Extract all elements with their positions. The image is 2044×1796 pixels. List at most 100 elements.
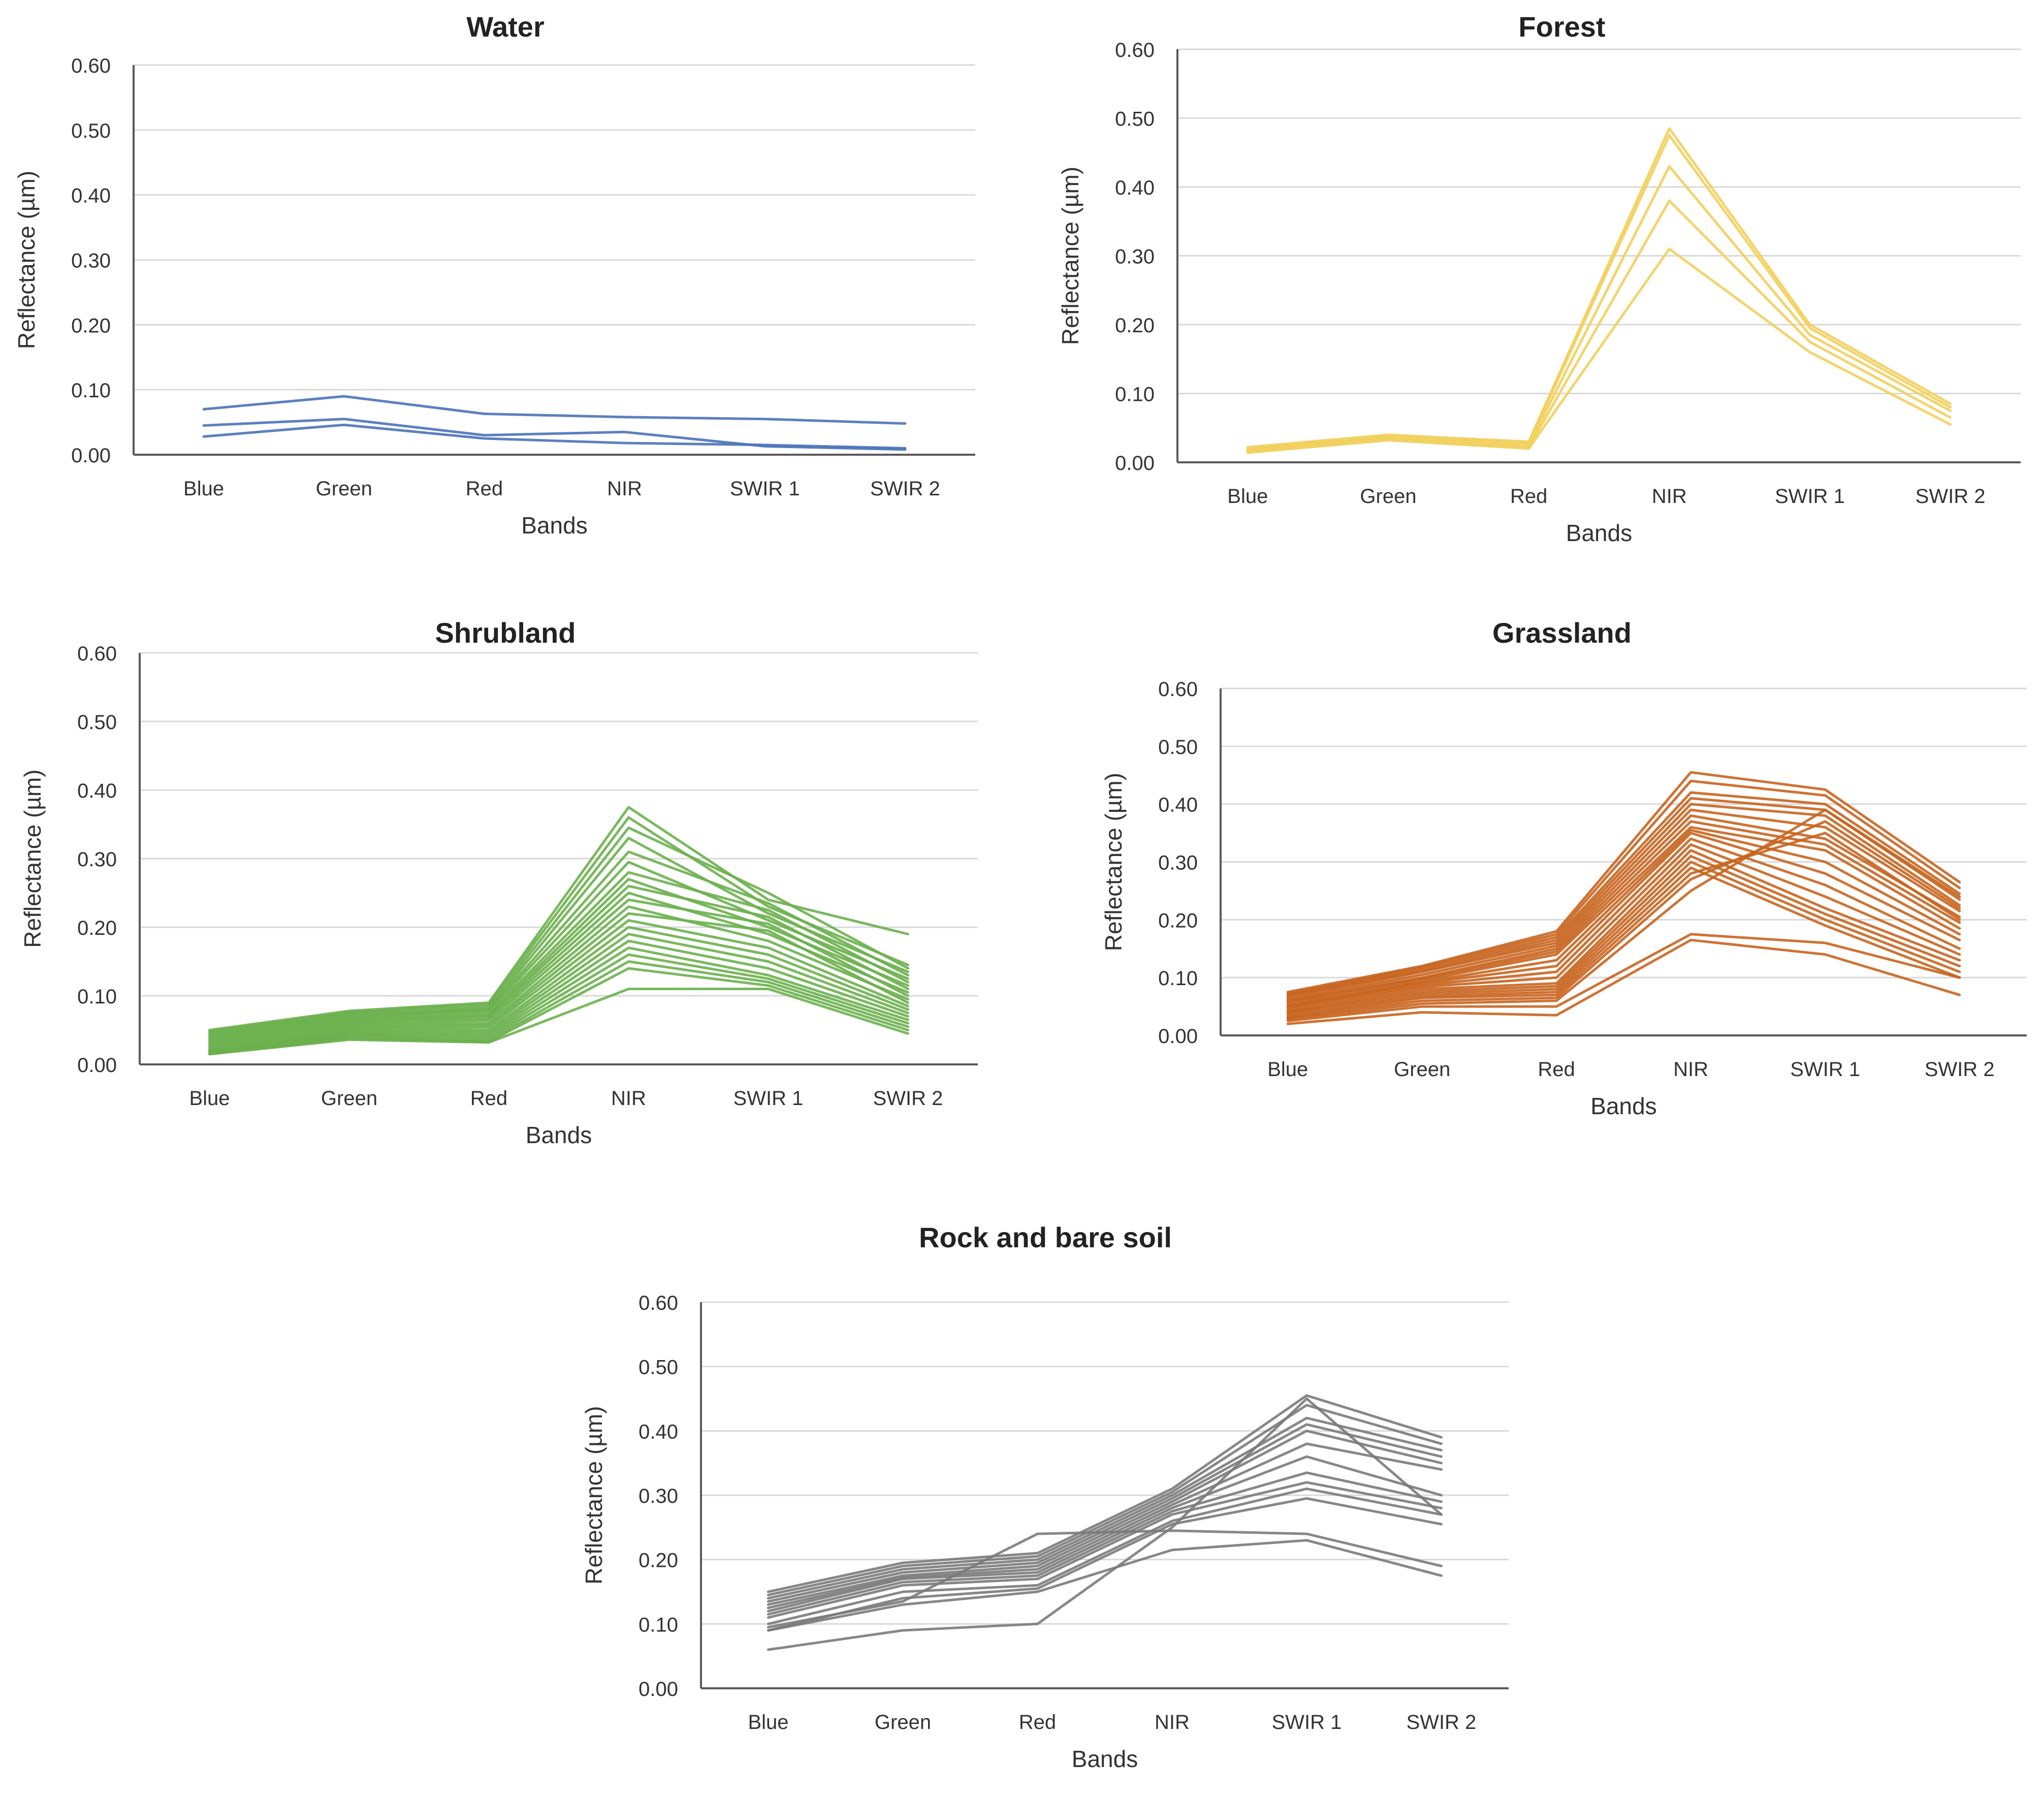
chart-4: Grassland 0.00 0.10 0.20 0.30 0.40 0.50 0.60 Blu…	[1100, 617, 2027, 1119]
series-line	[1286, 938, 1961, 1025]
series-line	[767, 1423, 1443, 1603]
y-tick-label: 0.40	[1115, 177, 1155, 199]
y-tick-label: 0.20	[638, 1550, 678, 1572]
y-tick-label: 0.20	[1115, 314, 1155, 337]
y-tick-label: 0.10	[1158, 967, 1198, 990]
series-line	[1286, 803, 1961, 999]
series-line	[1286, 832, 1961, 1019]
series-line	[1286, 843, 1961, 1011]
y-tick-label: 0.10	[1115, 384, 1155, 406]
series-line	[1286, 855, 1961, 1014]
y-tick-label: 0.60	[1158, 678, 1198, 701]
series-line	[208, 885, 909, 1043]
series-line	[1286, 820, 1961, 1003]
series-line	[208, 850, 909, 1037]
x-tick-label: NIR	[611, 1087, 646, 1110]
y-tick-label: 0.60	[1115, 39, 1155, 61]
x-tick-label: SWIR 2	[1925, 1058, 1995, 1081]
y-tick-label: 0.60	[71, 55, 111, 77]
series-line	[767, 1455, 1443, 1613]
series-line	[767, 1416, 1443, 1600]
x-tick-label: Red	[1019, 1711, 1056, 1734]
y-tick-label: 0.30	[638, 1485, 678, 1507]
y-tick-label: 0.10	[71, 380, 111, 402]
series-line	[1246, 199, 1952, 453]
x-axis-label: Bands	[526, 1122, 592, 1148]
x-tick-label: SWIR 2	[870, 478, 940, 500]
series-line	[1286, 933, 1961, 1022]
x-tick-label: Blue	[183, 478, 224, 500]
x-tick-label: SWIR 1	[1272, 1711, 1342, 1734]
x-axis-label: Bands	[1566, 520, 1632, 546]
chart-title: Grassland	[1492, 617, 1632, 649]
y-tick-label: 0.10	[638, 1614, 678, 1636]
x-tick-label: Green	[316, 478, 372, 500]
chart-2: Forest 0.00 0.10 0.20 0.30 0.40 0.50 0.60 Blue Gr…	[1057, 11, 2021, 546]
y-tick-label: 0.50	[1158, 736, 1198, 759]
y-tick-label: 0.00	[77, 1054, 117, 1077]
series-line	[1286, 808, 1961, 1001]
series-line	[1286, 861, 1961, 1015]
y-tick-label: 0.60	[77, 643, 117, 665]
series-line	[208, 898, 909, 1045]
y-tick-label: 0.60	[638, 1292, 678, 1314]
series-line	[208, 826, 909, 1034]
y-tick-label: 0.50	[1115, 108, 1155, 131]
x-tick-label: SWIR 1	[733, 1087, 804, 1110]
series-line	[1246, 127, 1952, 449]
x-tick-label: SWIR 1	[730, 478, 800, 500]
series-line	[202, 418, 907, 451]
x-tick-label: Green	[875, 1711, 931, 1734]
y-axis-label: Reflectance (µm)	[581, 1406, 607, 1584]
series-line	[767, 1397, 1443, 1651]
series-line	[208, 912, 909, 1048]
series-line	[767, 1404, 1443, 1596]
x-tick-label: NIR	[1673, 1058, 1708, 1081]
series-line	[767, 1497, 1443, 1632]
series-line	[208, 871, 909, 1040]
series-line	[767, 1429, 1443, 1606]
x-tick-label: SWIR 2	[1915, 485, 1986, 508]
chart-3: Shrubland 0.00 0.10 0.20 0.30 0.40 0.50 0.60 Blu…	[19, 617, 978, 1148]
chart-1: Water 0.00 0.10 0.20 0.30 0.40 0.50 0.60 Blue Gre…	[13, 11, 975, 539]
series-line	[208, 905, 909, 1047]
chart-title: Forest	[1518, 11, 1605, 43]
x-tick-label: Green	[321, 1087, 377, 1110]
y-tick-label: 0.40	[638, 1421, 678, 1443]
x-tick-label: NIR	[1652, 485, 1687, 508]
series-line	[1286, 820, 1961, 1020]
series-line	[1286, 866, 1961, 1017]
y-tick-label: 0.40	[77, 780, 117, 802]
y-tick-label: 0.00	[638, 1678, 678, 1700]
y-axis-label: Reflectance (µm)	[19, 769, 46, 948]
series-line	[1286, 791, 1961, 996]
series-line	[1246, 165, 1952, 452]
series-line	[1286, 849, 1961, 1013]
x-tick-label: Blue	[748, 1711, 788, 1734]
y-tick-label: 0.40	[1158, 794, 1198, 816]
series-line	[202, 395, 907, 425]
series-line	[1246, 247, 1952, 454]
y-axis-label: Reflectance (µm)	[1057, 167, 1083, 345]
chart-title: Shrubland	[435, 617, 576, 649]
y-tick-label: 0.50	[77, 711, 117, 734]
y-axis-label: Reflectance (µm)	[13, 171, 40, 349]
x-tick-label: Red	[1510, 485, 1547, 508]
chart-title: Rock and bare soil	[919, 1221, 1172, 1253]
series-line	[208, 988, 909, 1056]
x-tick-label: NIR	[607, 478, 642, 500]
x-axis-label: Bands	[521, 512, 587, 539]
y-tick-label: 0.00	[1158, 1025, 1198, 1048]
series-line	[767, 1394, 1443, 1593]
series-line	[202, 423, 907, 450]
x-tick-label: NIR	[1155, 1711, 1190, 1734]
x-tick-label: Red	[1538, 1058, 1575, 1081]
series-line	[1286, 832, 1961, 1008]
y-tick-label: 0.20	[71, 314, 111, 337]
chart-5: Rock and bare soil 0.00 0.10 0.20 0.30 0.40 0.…	[581, 1221, 1509, 1772]
x-tick-label: Red	[466, 478, 503, 500]
y-tick-label: 0.00	[71, 445, 111, 467]
x-tick-label: Blue	[1267, 1058, 1308, 1081]
y-tick-label: 0.20	[1158, 909, 1198, 932]
series-line	[208, 919, 909, 1050]
